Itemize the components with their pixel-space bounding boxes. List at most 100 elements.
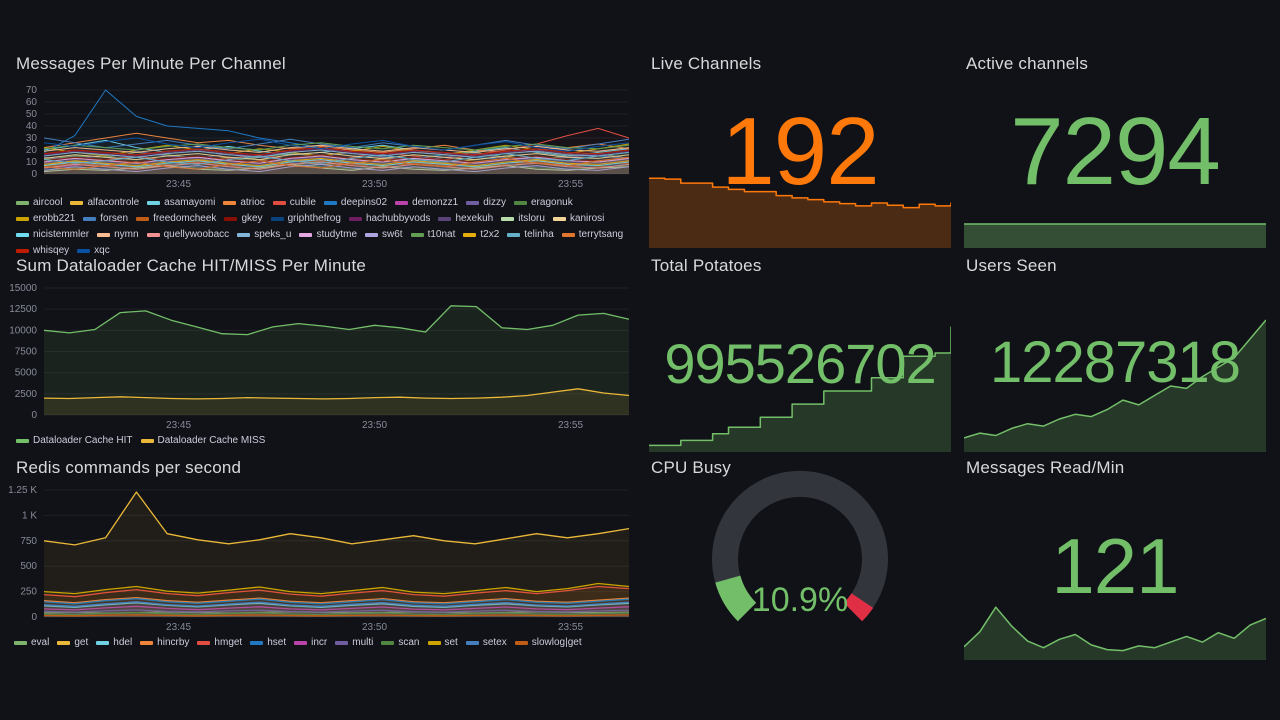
legend-item-nymn[interactable]: nymn [97, 228, 139, 241]
legend-item-griphthefrog[interactable]: griphthefrog [270, 212, 341, 225]
legend-item-deepins02[interactable]: deepins02 [323, 196, 387, 209]
legend-item-Dataloader Cache MISS[interactable]: Dataloader Cache MISS [140, 434, 265, 447]
panel-title-messages-read[interactable]: Messages Read/Min [966, 458, 1125, 477]
panel-title-users-seen[interactable]: Users Seen [966, 256, 1057, 275]
panel-title-total-potatoes[interactable]: Total Potatoes [651, 256, 762, 275]
y-tick-label: 2500 [15, 389, 38, 400]
y-tick-label: 50 [26, 109, 38, 120]
legend-item-slowlog|get[interactable]: slowlog|get [514, 636, 582, 649]
messages-read-value: 121 [1051, 522, 1179, 610]
legend-item-xqc[interactable]: xqc [77, 244, 110, 257]
x-tick-label: 23:45 [166, 420, 191, 431]
legend-swatch [465, 640, 479, 645]
legend-item-itsloru[interactable]: itsloru [501, 212, 545, 225]
panel-title-active-channels[interactable]: Active channels [966, 54, 1089, 73]
legend-item-sw6t[interactable]: sw6t [365, 228, 403, 241]
legend-item-erobb221[interactable]: erobb221 [16, 212, 75, 225]
panel-title-messages[interactable]: Messages Per Minute Per Channel [16, 54, 286, 73]
x-tick-label: 23:45 [166, 179, 191, 190]
dataloader-timeseries-chart[interactable]: 15000 12500 10000 7500 5000 2500 0 23:45 23:50 23… [8, 284, 635, 431]
legend-item-hachubbyvods[interactable]: hachubbyvods [348, 212, 430, 225]
legend-item-speks_u[interactable]: speks_u [237, 228, 291, 241]
legend-item-hincrby[interactable]: hincrby [140, 636, 189, 649]
messages-timeseries-chart[interactable]: 70 60 50 40 30 20 10 0 23:45 23:50 23:55 [8, 86, 635, 190]
legend-label: aircool [33, 197, 63, 208]
legend-item-asamayomi[interactable]: asamayomi [147, 196, 215, 209]
legend-label: hmget [214, 637, 243, 648]
panel-title-live-channels[interactable]: Live Channels [651, 54, 762, 73]
legend-item-eragonuk[interactable]: eragonuk [514, 196, 573, 209]
legend-item-hdel[interactable]: hdel [96, 636, 132, 649]
panel-messages-per-minute: Messages Per Minute Per Channel 70 60 50 40… [8, 46, 635, 256]
panel-title-redis[interactable]: Redis commands per second [16, 458, 242, 477]
chart-svg [964, 223, 1266, 248]
panel-title-dataloader[interactable]: Sum Dataloader Cache HIT/MISS Per Minute [16, 256, 367, 275]
series-area-set [44, 583, 629, 617]
y-tick-label: 0 [31, 410, 37, 421]
legend-item-multi[interactable]: multi [335, 636, 373, 649]
legend-item-scan[interactable]: scan [381, 636, 420, 649]
legend-swatch [272, 200, 286, 205]
legend-item-studytme[interactable]: studytme [299, 228, 357, 241]
legend-item-aircool[interactable]: aircool [16, 196, 62, 209]
series-line-t2x2 [43, 157, 630, 167]
legend-swatch [552, 216, 566, 221]
users-seen-sparkline [964, 285, 1266, 452]
gauge-threshold-segment [843, 593, 874, 622]
legend-item-nicistemmler[interactable]: nicistemmler [16, 228, 89, 241]
legend-swatch [77, 248, 91, 253]
y-tick-label: 10000 [9, 325, 37, 336]
legend-item-hexekuh[interactable]: hexekuh [438, 212, 493, 225]
active-channels-value: 7294 [1010, 98, 1221, 205]
y-tick-label: 0 [31, 169, 37, 180]
series-line-hincrby [43, 597, 630, 604]
legend-item-atrioc[interactable]: atrioc [223, 196, 265, 209]
legend-item-freedomcheek[interactable]: freedomcheek [136, 212, 216, 225]
legend-item-alfacontrole[interactable]: alfacontrole [70, 196, 139, 209]
legend-swatch [140, 640, 154, 645]
series-line-incr [43, 605, 630, 611]
legend-label: speks_u [254, 229, 292, 240]
series-line-terrytsang [43, 156, 630, 170]
legend-swatch [250, 640, 264, 645]
redis-timeseries-chart[interactable]: 1.25 K 1 K 750 500 250 0 23:45 23:50 23:55 [8, 486, 635, 633]
legend-item-set[interactable]: set [427, 636, 458, 649]
panel-title-cpu-busy[interactable]: CPU Busy [651, 458, 732, 477]
legend-item-hset[interactable]: hset [250, 636, 286, 649]
legend-item-incr[interactable]: incr [294, 636, 327, 649]
legend-label: t10nat [427, 229, 456, 240]
legend-swatch [395, 200, 409, 205]
legend-item-t2x2[interactable]: t2x2 [463, 228, 499, 241]
legend-item-setex[interactable]: setex [465, 636, 507, 649]
legend-item-kanirosi[interactable]: kanirosi [552, 212, 604, 225]
legend-swatch [514, 640, 528, 645]
legend-swatch [381, 640, 395, 645]
live-channels-value: 192 [721, 98, 879, 205]
legend-item-Dataloader Cache HIT[interactable]: Dataloader Cache HIT [16, 434, 133, 447]
legend-item-terrytsang[interactable]: terrytsang [561, 228, 623, 241]
x-tick-label: 23:50 [362, 179, 387, 190]
series-line-kanirosi [43, 151, 630, 161]
legend-label: itsloru [518, 213, 545, 224]
legend-item-dizzy[interactable]: dizzy [466, 196, 506, 209]
gauge-svg [712, 471, 888, 622]
legend-item-forsen[interactable]: forsen [83, 212, 128, 225]
y-tick-label: 15000 [9, 284, 37, 294]
legend-label: griphthefrog [287, 213, 341, 224]
legend-label: hexekuh [455, 213, 494, 224]
legend-item-quellywoobacc[interactable]: quellywoobacc [146, 228, 229, 241]
legend-item-t10nat[interactable]: t10nat [410, 228, 456, 241]
legend-item-eval[interactable]: eval [14, 636, 49, 649]
legend-item-hmget[interactable]: hmget [197, 636, 242, 649]
legend-item-whisqey[interactable]: whisqey [16, 244, 69, 257]
legend-label: forsen [100, 213, 129, 224]
messages-read-sparkline [964, 592, 1266, 660]
legend-item-gkey[interactable]: gkey [224, 212, 263, 225]
legend-item-telinha[interactable]: telinha [507, 228, 554, 241]
legend-item-get[interactable]: get [57, 636, 88, 649]
legend-item-cubile[interactable]: cubile [272, 196, 316, 209]
total-potatoes-value: 995526702 [664, 332, 936, 395]
legend-item-demonzz1[interactable]: demonzz1 [395, 196, 458, 209]
series-line-setex [43, 601, 630, 607]
